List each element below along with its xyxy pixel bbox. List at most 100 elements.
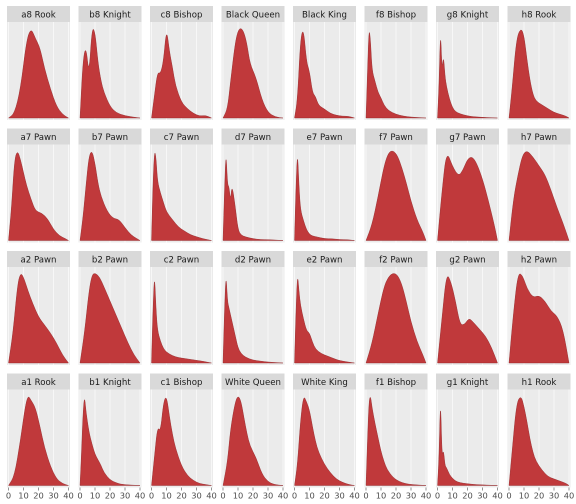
facet-label: b7 Pawn	[92, 133, 128, 143]
facet-panel: f1 Bishop 0 10 20 30 40	[363, 373, 431, 501]
density-area	[151, 397, 212, 486]
facet-strip	[150, 128, 213, 145]
facet-label: White King	[301, 378, 348, 388]
x-tick-label: 30	[48, 491, 59, 501]
x-tick-label: 30	[477, 491, 488, 501]
facet-label: d2 Pawn	[235, 256, 271, 266]
density-area	[222, 159, 284, 241]
x-tick-label: 40	[206, 491, 217, 501]
facet-panel: a1 Rook 0 10 20 30 40	[6, 373, 74, 501]
x-tick-label: 10	[447, 491, 458, 501]
x-tick-label: 10	[18, 491, 29, 501]
facet-strip	[221, 251, 285, 267]
facet-strip	[221, 128, 285, 145]
x-tick-label: 10	[519, 491, 530, 501]
density-area	[79, 29, 141, 119]
x-tick-label: 0	[506, 491, 511, 501]
facet-strip	[364, 373, 428, 390]
facet-label: g8 Knight	[447, 11, 489, 21]
facet-strip	[293, 6, 356, 22]
x-tick-label: 0	[435, 491, 440, 501]
density-area	[222, 396, 284, 486]
facet-label: g1 Knight	[447, 378, 489, 388]
density-area	[294, 397, 355, 486]
density-area	[79, 152, 141, 241]
facet-label: h8 Rook	[522, 11, 557, 21]
facet-strip	[507, 251, 571, 267]
facet-label: f7 Pawn	[379, 133, 413, 143]
facet-strip	[436, 251, 499, 267]
density-area	[7, 30, 70, 119]
density-area	[437, 410, 498, 486]
facet-panel: White Queen 0 10 20 30 40	[220, 373, 288, 501]
density-area	[508, 397, 570, 486]
facet-panel: c8 Bishop	[150, 6, 213, 120]
facet-panel: c2 Pawn	[150, 251, 213, 365]
facet-strip	[150, 6, 213, 22]
facet-label: a8 Rook	[21, 11, 56, 21]
x-tick-label: 30	[334, 491, 345, 501]
x-tick-label: 30	[549, 491, 560, 501]
x-tick-label: 40	[492, 491, 503, 501]
facet-panel: Black Queen	[221, 6, 285, 120]
facet-strip	[436, 373, 499, 390]
x-tick-label: 0	[77, 491, 82, 501]
facet-label: a2 Pawn	[20, 256, 56, 266]
facet-label: h1 Rook	[522, 378, 557, 388]
facet-label: d7 Pawn	[235, 133, 271, 143]
x-tick-label: 20	[176, 491, 187, 501]
x-tick-label: 0	[149, 491, 154, 501]
density-area	[365, 273, 427, 364]
facet-panel: b2 Pawn	[78, 251, 142, 365]
density-area	[79, 399, 141, 486]
x-tick-label: 20	[33, 491, 44, 501]
facet-panel: Black King	[293, 6, 356, 120]
density-area	[508, 29, 570, 119]
density-area	[365, 32, 427, 119]
x-tick-label: 30	[406, 491, 417, 501]
density-area	[365, 150, 427, 241]
x-tick-label: 0	[220, 491, 225, 501]
x-tick-label: 20	[248, 491, 259, 501]
density-area	[437, 40, 498, 119]
facet-panel: g2 Pawn	[436, 251, 499, 365]
facet-strip	[7, 6, 70, 22]
facet-label: Black Queen	[226, 11, 280, 21]
facet-label: b2 Pawn	[92, 256, 128, 266]
facet-label: e2 Pawn	[306, 256, 342, 266]
x-tick-label: 40	[135, 491, 146, 501]
density-area	[8, 396, 69, 486]
density-area	[365, 397, 427, 486]
facet-strip	[150, 251, 213, 267]
facet-panel: c1 Bishop 0 10 20 30 40	[149, 373, 217, 501]
facet-panel: e7 Pawn	[293, 128, 356, 243]
density-area	[508, 151, 570, 241]
facet-panel: a8 Rook	[7, 6, 70, 120]
facet-panel: h7 Pawn	[507, 128, 571, 243]
facet-panel: b8 Knight	[78, 6, 142, 120]
facet-label: e7 Pawn	[306, 133, 342, 143]
facet-label: a7 Pawn	[20, 133, 56, 143]
x-tick-label: 40	[63, 491, 74, 501]
facet-label: b8 Knight	[89, 11, 131, 21]
facet-panel: g8 Knight	[436, 6, 499, 120]
facet-panel: g1 Knight 0 10 20 30 40	[435, 373, 503, 501]
facet-panel: c7 Pawn	[150, 128, 213, 243]
facet-panel: f2 Pawn	[364, 251, 428, 365]
x-tick-label: 40	[564, 491, 575, 501]
density-area	[294, 159, 355, 241]
x-tick-label: 10	[90, 491, 101, 501]
density-area	[222, 28, 284, 119]
density-area	[8, 152, 70, 241]
x-tick-label: 10	[233, 491, 244, 501]
facet-strip	[7, 251, 70, 267]
x-tick-label: 20	[105, 491, 116, 501]
facet-strip	[293, 251, 356, 267]
facet-strip	[364, 128, 428, 145]
x-tick-label: 30	[120, 491, 131, 501]
facet-label: c1 Bishop	[161, 378, 203, 388]
facet-panel: d2 Pawn	[221, 251, 285, 365]
x-tick-label: 10	[376, 491, 387, 501]
facet-panel: a7 Pawn	[7, 128, 70, 243]
